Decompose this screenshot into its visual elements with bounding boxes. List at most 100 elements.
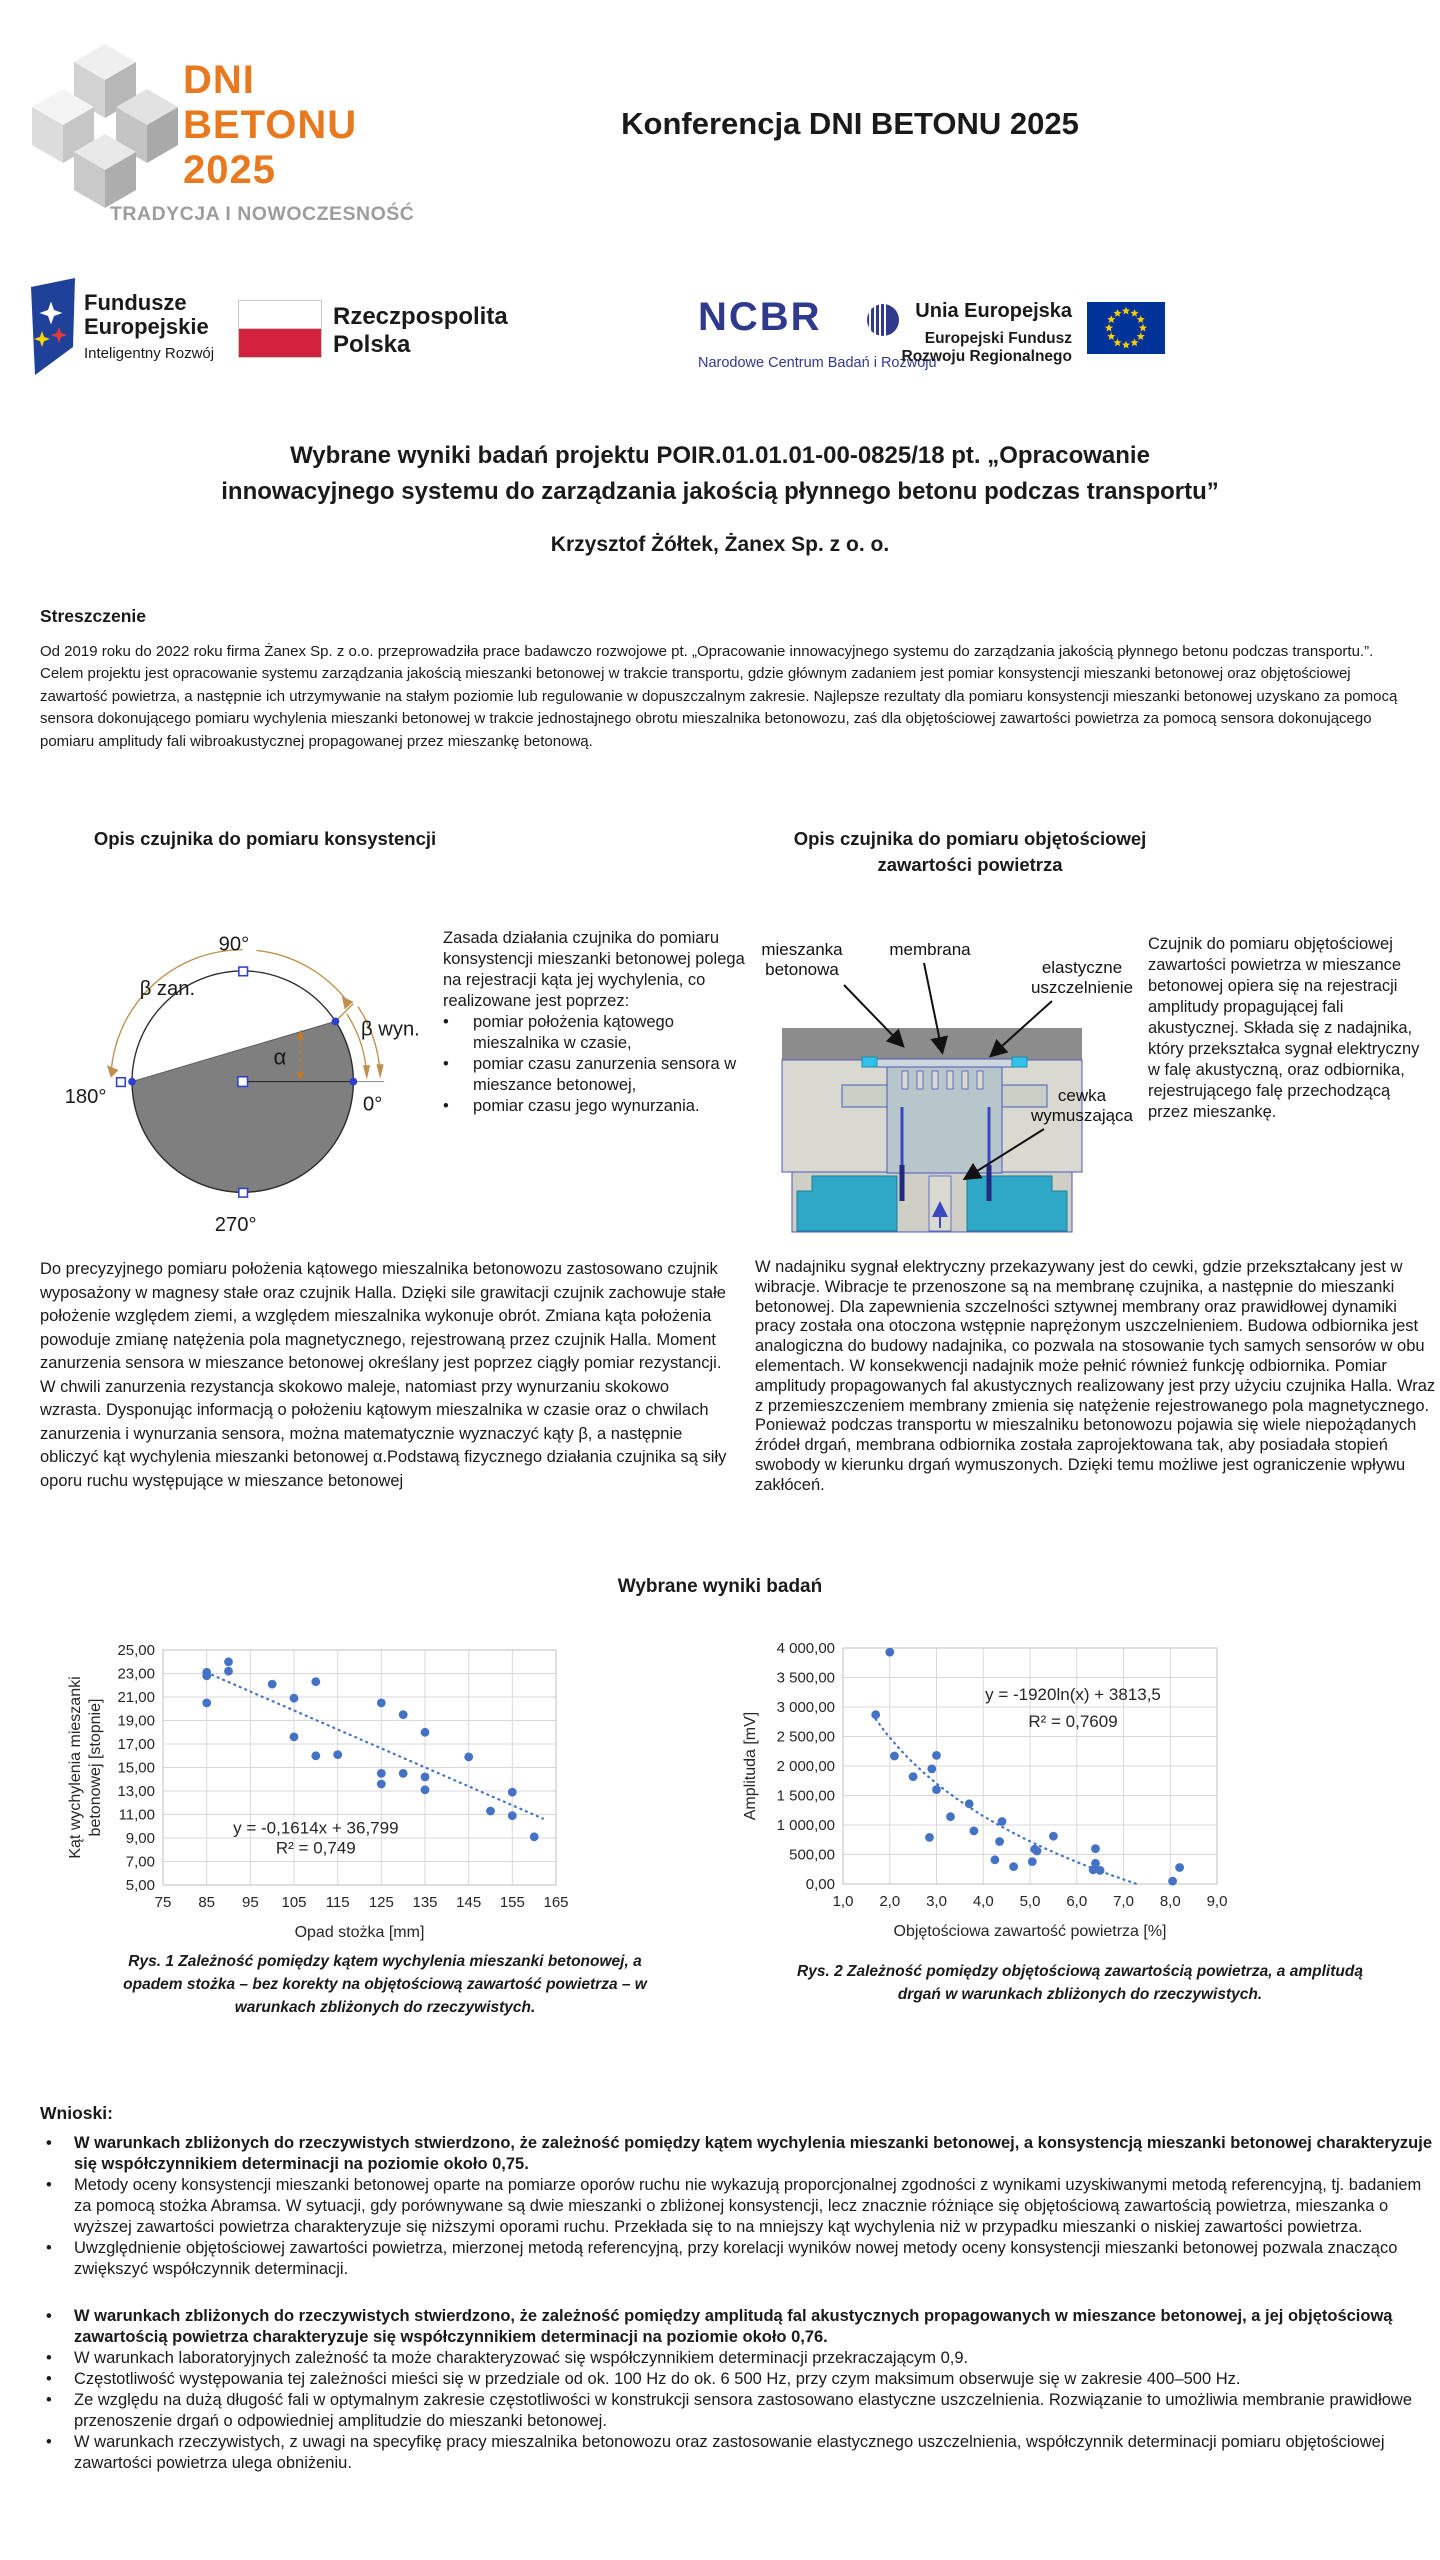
data-point <box>1091 1844 1100 1853</box>
y-tick-label: 1 000,00 <box>777 1817 835 1834</box>
y-tick-label: 5,00 <box>126 1877 155 1894</box>
fe-subtitle: Inteligentny Rozwój <box>84 345 215 362</box>
eu-star-icon <box>1104 323 1114 332</box>
data-point <box>289 1732 299 1742</box>
sensor-left-bullet-list: • pomiar położenia kątowego mieszalnika w… <box>443 1012 745 1117</box>
seal-label-line1: elastyczne <box>1042 958 1122 977</box>
x-tick-label: 155 <box>500 1894 525 1911</box>
trend-r-squared: R² = 0,7609 <box>1028 1712 1117 1731</box>
x-tick-label: 105 <box>281 1894 306 1911</box>
conclusion-item: • Uwzględnienie objętościowej zawartości … <box>40 2238 1432 2280</box>
y-tick-label: 15,00 <box>117 1760 155 1777</box>
figure2-caption: Rys. 2 Zależność pomiędzy objętościową z… <box>797 1963 1363 2003</box>
data-point <box>376 1698 386 1708</box>
conclusion-item: • W warunkach zbliżonych do rzeczywistych… <box>40 2133 1432 2175</box>
dni-line: DNI <box>183 58 255 102</box>
chart-grid <box>162 1649 557 1886</box>
sensor-left-description: Zasada działania czujnika do pomiaru kon… <box>443 928 745 1117</box>
data-point <box>529 1832 539 1842</box>
y-axis-title: betonowej [stopnie] <box>87 1699 104 1837</box>
chart-slump-vs-angle: 75 85 95 105 115 125 135 145 155 165 5,00 7,00 9,00 1… <box>67 1642 569 1941</box>
bullet-marker: • <box>46 2349 52 2367</box>
deg0-label: 0° <box>363 1093 382 1115</box>
ncbr-sphere-icon <box>867 304 899 336</box>
dni-betonu-cubes-icon <box>32 44 178 208</box>
data-point <box>224 1666 233 1676</box>
beta-wyn-label: β wyn. <box>361 1018 420 1040</box>
trend-r-squared: R² = 0,749 <box>276 1838 356 1857</box>
x-axis-title: Opad stożka [mm] <box>295 1924 425 1941</box>
bullet-text: pomiar czasu jego wynurzania. <box>473 1097 700 1115</box>
eu-star-icon <box>1113 338 1122 347</box>
data-point <box>333 1750 343 1759</box>
data-point <box>1168 1876 1177 1886</box>
y-axis-title: Kąt wychylenia mieszanki <box>67 1676 84 1858</box>
plot-border <box>842 1647 1218 1885</box>
data-point <box>871 1710 881 1720</box>
data-point <box>202 1698 212 1708</box>
bullet-marker: • <box>46 2391 52 2409</box>
scatter-points <box>871 1647 1184 1886</box>
x-tick-label: 6,0 <box>1066 1893 1087 1910</box>
conclusion-item: • Metody oceny konsystencji mieszanki bet… <box>40 2175 1432 2238</box>
conclusion-item: • W warunkach laboratoryjnych zależność t… <box>40 2348 1432 2369</box>
data-point <box>289 1693 299 1703</box>
data-point <box>267 1679 277 1689</box>
y-tick-label: 25,00 <box>117 1642 155 1659</box>
sensor-device-drawing <box>781 1028 1083 1233</box>
sensor-left-bullet: • pomiar czasu jego wynurzania. <box>443 1096 745 1117</box>
plot-border <box>162 1649 557 1886</box>
label-arrows <box>843 962 1053 1181</box>
bullet-marker: • <box>443 1055 449 1073</box>
data-point <box>202 1671 212 1681</box>
x-tick-label: 3,0 <box>926 1893 947 1910</box>
x-tick-label: 125 <box>369 1894 394 1911</box>
data-point <box>1088 1865 1098 1875</box>
y-tick-label: 7,00 <box>126 1854 155 1871</box>
conclusions-heading: Wnioski: <box>40 2103 113 2123</box>
data-point <box>1175 1863 1184 1872</box>
project-title-line2: innowacyjnego systemu do zarządzania jak… <box>221 478 1219 505</box>
scatter-points <box>202 1657 539 1842</box>
x-tick-label: 115 <box>326 1894 350 1911</box>
y-tick-label: 11,00 <box>119 1807 155 1824</box>
y-tick-label: 19,00 <box>117 1713 155 1730</box>
trend-line <box>874 1718 1138 1885</box>
data-point <box>1009 1862 1018 1871</box>
trend-line <box>205 1671 544 1820</box>
y-tick-label: 17,00 <box>117 1736 155 1753</box>
mix-label-line2: betonowa <box>765 960 839 979</box>
x-tick-label: 95 <box>242 1894 259 1911</box>
bullet-marker: • <box>46 2134 52 2152</box>
data-point <box>398 1769 408 1778</box>
conclusion-text: Uwzględnienie objętościowej zawartości p… <box>74 2239 1398 2278</box>
rp-line1: Rzeczpospolita <box>333 303 508 330</box>
alpha-label: α <box>273 1044 286 1069</box>
rp-line2: Polska <box>333 331 411 358</box>
eu-star-icon <box>1107 332 1116 340</box>
bullet-text: pomiar położenia kątowego mieszalnika w … <box>473 1013 674 1052</box>
trend-equation: y = -0,1614x + 36,799 <box>233 1818 398 1837</box>
dni-betonu-tagline: TRADYCJA I NOWOCZESNOŚĆ <box>110 203 415 225</box>
data-point <box>311 1751 321 1761</box>
x-tick-label: 165 <box>543 1894 568 1911</box>
bullet-marker: • <box>443 1097 449 1115</box>
data-point <box>398 1710 408 1719</box>
data-point <box>932 1785 941 1794</box>
data-point <box>908 1772 918 1781</box>
dimension-arrowheads <box>107 996 384 1080</box>
conclusion-text: Częstotliwość występowania tej zależnośc… <box>74 2370 1241 2388</box>
x-tick-label: 1,0 <box>833 1893 854 1910</box>
conclusion-text: W warunkach zbliżonych do rzeczywistych … <box>74 2134 1433 2173</box>
conclusions-list: • W warunkach zbliżonych do rzeczywistych… <box>40 2133 1432 2474</box>
y-tick-label: 9,00 <box>126 1830 155 1847</box>
conclusion-item: • Częstotliwość występowania tej zależnoś… <box>40 2369 1432 2390</box>
results-heading: Wybrane wyniki badań <box>617 1576 823 1597</box>
data-point <box>885 1647 895 1657</box>
membrane-label: membrana <box>889 940 971 959</box>
conclusion-text: Metody oceny konsystencji mieszanki beto… <box>74 2176 1422 2236</box>
eu-star-icon <box>1138 323 1148 332</box>
bullet-marker: • <box>46 2239 52 2257</box>
coil-label-line1: cewka <box>1058 1086 1107 1105</box>
elastic-seal-left <box>861 1056 878 1068</box>
